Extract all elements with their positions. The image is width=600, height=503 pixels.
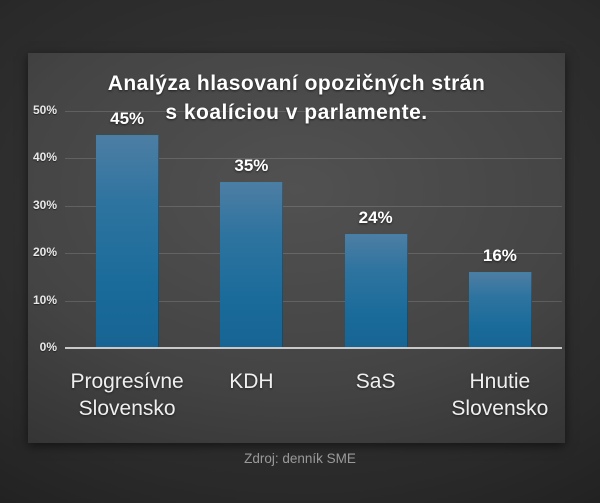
x-category-label-3: SaS bbox=[301, 368, 451, 395]
gridline-20 bbox=[65, 253, 562, 255]
plot-area: 0% 10% 20% 30% 40% 50% 45% Progresívne Slovensko… bbox=[28, 53, 565, 443]
bar-value-label-2: 35% bbox=[234, 156, 269, 176]
y-tick-label-50: 50% bbox=[32, 103, 57, 117]
y-tick-label-30: 30% bbox=[32, 197, 57, 212]
x-category-label-line: Slovensko bbox=[78, 397, 176, 420]
chart-title: Analýza hlasovaní opozičných strán s koa… bbox=[28, 69, 565, 127]
x-category-label-1: Progresívne Slovensko bbox=[52, 368, 202, 422]
source-credit: Zdroj: denník SME bbox=[244, 451, 356, 466]
gridline-50 bbox=[65, 111, 562, 112]
x-category-label-line: Slovensko bbox=[451, 397, 549, 420]
chart-panel: Analýza hlasovaní opozičných strán s koa… bbox=[28, 53, 565, 443]
x-category-label-line: Progresívne bbox=[70, 370, 184, 393]
x-category-label-line: SaS bbox=[355, 370, 396, 393]
bar-4 bbox=[468, 272, 532, 349]
gridline-10 bbox=[65, 300, 562, 302]
x-category-label-line: Hnutie bbox=[469, 370, 531, 393]
y-tick-label-10: 10% bbox=[32, 292, 57, 307]
bar-value-label-3: 24% bbox=[358, 208, 393, 228]
bar-value-label-1: 45% bbox=[110, 108, 145, 128]
bar-2 bbox=[220, 182, 284, 349]
y-tick-label-40: 40% bbox=[32, 150, 57, 165]
bar-value-label-4: 16% bbox=[482, 246, 517, 266]
gridline-40 bbox=[65, 158, 562, 160]
x-category-label-4: Hnutie Slovensko bbox=[425, 368, 575, 422]
bar-1 bbox=[96, 134, 160, 349]
chart-title-line2: s koalíciou v parlamente. bbox=[165, 101, 428, 124]
x-axis-line bbox=[65, 347, 562, 349]
x-category-label-2: KDH bbox=[176, 368, 326, 395]
x-category-label-line: KDH bbox=[229, 370, 274, 393]
chart-title-line1: Analýza hlasovaní opozičných strán bbox=[107, 72, 486, 95]
y-tick-label-20: 20% bbox=[32, 245, 57, 260]
y-tick-label-0: 0% bbox=[39, 340, 57, 354]
bar-3 bbox=[344, 234, 408, 349]
gridline-30 bbox=[65, 205, 562, 207]
